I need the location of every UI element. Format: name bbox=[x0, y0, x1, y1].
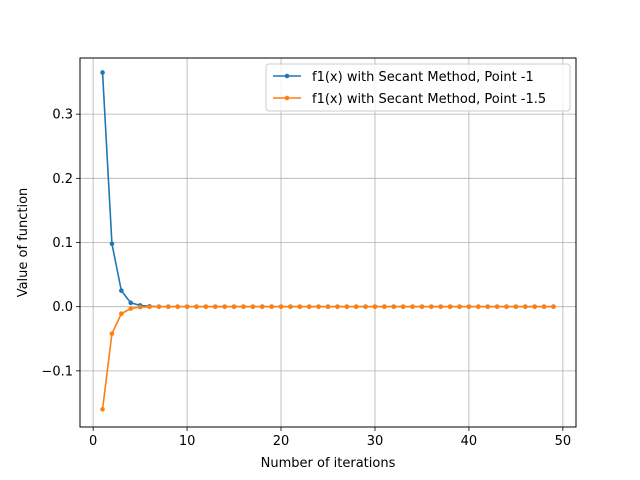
legend-marker-series-1 bbox=[284, 73, 290, 79]
series-2-point bbox=[466, 304, 472, 309]
x-axis-label: Number of iterations bbox=[261, 456, 396, 471]
series-2-point bbox=[166, 304, 171, 309]
series-2-point bbox=[128, 306, 134, 311]
series-2-point bbox=[250, 304, 256, 309]
series-2-point bbox=[175, 304, 180, 309]
y-tick-label: 0.2 bbox=[52, 172, 73, 187]
x-tick-label: 20 bbox=[273, 434, 290, 449]
series-2-point bbox=[269, 304, 274, 309]
series-2-point bbox=[532, 304, 537, 309]
series-2-point bbox=[522, 304, 528, 309]
legend-marker-series-2 bbox=[284, 95, 290, 101]
series-2-point bbox=[363, 304, 368, 309]
series-2-point bbox=[288, 304, 293, 309]
series-2-point bbox=[372, 304, 378, 309]
y-tick-label: 0.0 bbox=[52, 300, 73, 315]
series-2-point bbox=[212, 304, 218, 309]
legend-label-series-2: f1(x) with Secant Method, Point -1.5 bbox=[312, 92, 546, 107]
series-2-point bbox=[241, 304, 246, 309]
series-2-point bbox=[147, 304, 152, 310]
series-1-point bbox=[128, 300, 134, 306]
series-2-point bbox=[316, 304, 321, 309]
series-2-point bbox=[353, 304, 359, 309]
series-2-point bbox=[429, 304, 434, 309]
series-2-point bbox=[259, 304, 265, 309]
series-2-point bbox=[476, 304, 481, 309]
x-tick-label: 40 bbox=[461, 434, 478, 449]
series-2-point bbox=[419, 304, 425, 309]
series-2-point bbox=[194, 304, 199, 309]
series-2-point bbox=[551, 304, 556, 309]
series-2-point bbox=[494, 304, 500, 309]
series-2-point bbox=[457, 304, 462, 309]
x-tick-label: 10 bbox=[179, 434, 196, 449]
series-2-point bbox=[156, 304, 162, 309]
series-2-point bbox=[344, 304, 350, 309]
series-1-point bbox=[109, 241, 115, 247]
legend-box bbox=[265, 63, 571, 112]
legend-label-series-1: f1(x) with Secant Method, Point -1 bbox=[312, 70, 534, 85]
series-2-point bbox=[306, 304, 312, 309]
y-axis-label: Value of function bbox=[16, 188, 31, 298]
series-2-point bbox=[184, 304, 190, 309]
series-2-point bbox=[278, 304, 284, 309]
x-tick-label: 0 bbox=[89, 434, 97, 449]
series-2-point bbox=[382, 304, 387, 309]
series-2-point bbox=[203, 304, 209, 309]
ticks: 0 10 20 30 40 50 −0.1 0.0 0.1 0.2 0.3 bbox=[41, 108, 571, 449]
y-tick-label: −0.1 bbox=[41, 364, 73, 379]
series-2-point bbox=[297, 304, 303, 309]
series-2-point bbox=[325, 304, 331, 309]
series-2-point bbox=[400, 304, 406, 309]
series-2-point bbox=[438, 304, 444, 309]
series-2-point bbox=[391, 304, 397, 309]
series-2-point bbox=[504, 304, 509, 309]
series-2-point bbox=[335, 304, 340, 309]
series-layer bbox=[100, 70, 556, 412]
series-1-point bbox=[119, 288, 124, 293]
series-2-point bbox=[222, 304, 227, 309]
y-tick-label: 0.1 bbox=[52, 236, 73, 251]
legend: f1(x) with Secant Method, Point -1 f1(x)… bbox=[265, 63, 571, 112]
series-2-point bbox=[447, 304, 453, 309]
series-2-point bbox=[541, 304, 547, 309]
series-2-point bbox=[137, 304, 143, 310]
series-1-point bbox=[100, 70, 105, 75]
series-2-point bbox=[513, 304, 519, 309]
series-2-point bbox=[485, 304, 490, 309]
series-2-point bbox=[119, 311, 124, 317]
series-2-point bbox=[410, 304, 415, 309]
series-2-point bbox=[100, 407, 105, 412]
y-tick-label: 0.3 bbox=[52, 108, 73, 123]
series-2-point bbox=[231, 304, 237, 309]
x-tick-label: 30 bbox=[367, 434, 384, 449]
series-2-point bbox=[109, 331, 115, 336]
x-tick-label: 50 bbox=[555, 434, 572, 449]
